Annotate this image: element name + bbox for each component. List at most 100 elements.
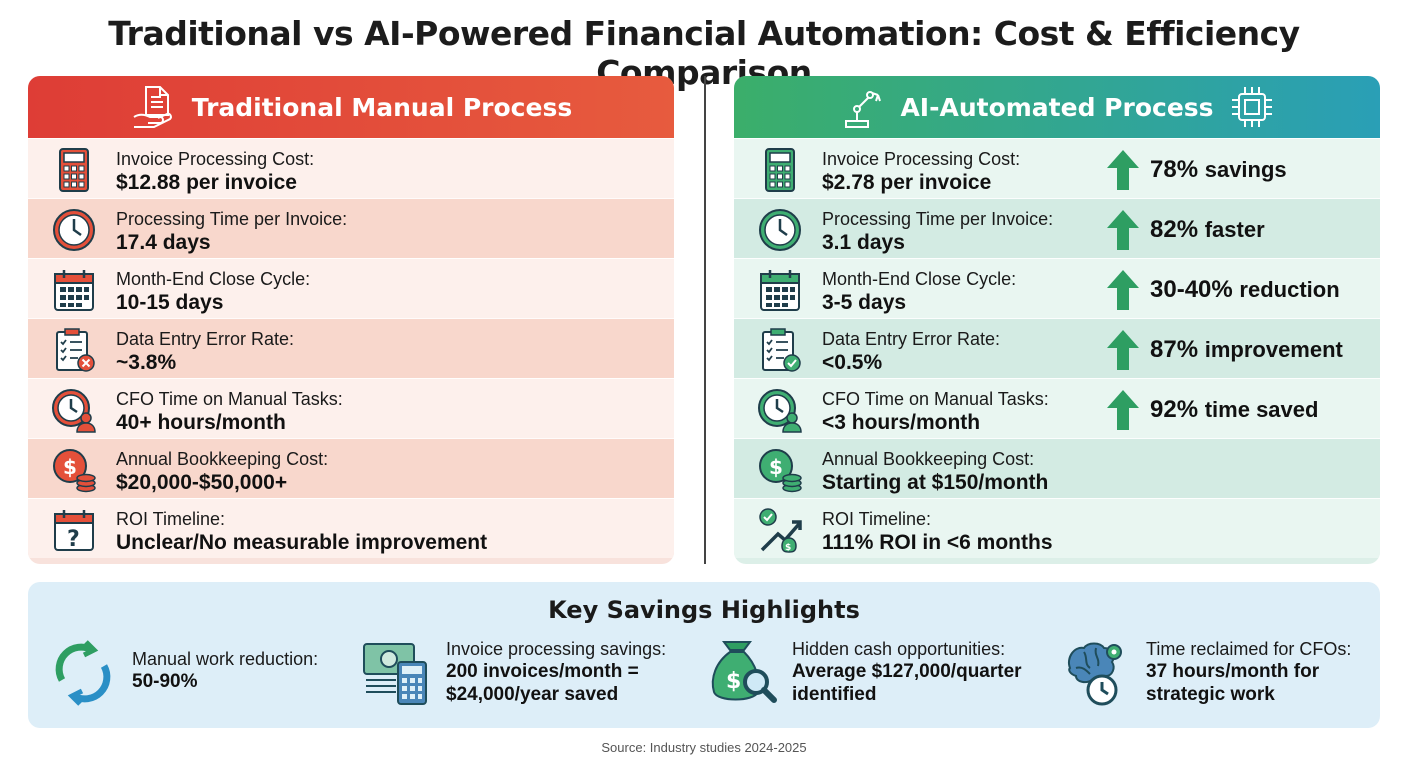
checklist-check-icon (762, 328, 801, 372)
key-savings-section: Key Savings Highlights Manual work reduc… (28, 582, 1380, 728)
ai-title: AI-Automated Process (900, 92, 1214, 122)
metric-row: Data Entry Error Rate: <0.5% 87% improveme… (734, 318, 1380, 378)
metric-value: Unclear/No measurable improvement (116, 531, 488, 554)
improvement-percent: 78% (1150, 156, 1199, 183)
money-bag-search-icon: $ (711, 641, 777, 703)
cash-calculator-icon (363, 643, 427, 705)
metric-text: Invoice Processing Cost: $12.88 per invoi… (116, 148, 314, 195)
highlight-label: Invoice processing savings: (446, 639, 667, 659)
metric-label: ROI Timeline: (116, 509, 226, 529)
metric-row: $ ROI Timeline: 111% ROI in <6 months (734, 498, 1380, 558)
calculator-icon (765, 148, 795, 192)
ai-panel: AI-Automated Process Invoice Processing … (734, 76, 1380, 564)
metric-text: CFO Time on Manual Tasks: <3 hours/month (822, 388, 1049, 435)
clock-person-icon (758, 389, 802, 433)
highlight-item: Invoice processing savings: 200 invoices… (362, 638, 666, 708)
improvement-badge: 78% savings (1106, 149, 1287, 191)
improvement-word: time saved (1204, 397, 1319, 422)
metric-text: Month-End Close Cycle: 3-5 days (822, 268, 1016, 315)
svg-text:?: ? (67, 527, 80, 552)
metric-text: Data Entry Error Rate: <0.5% (822, 328, 1000, 375)
dollar-coins-icon: $ (759, 449, 802, 493)
improvement-word: improvement (1204, 337, 1343, 362)
metric-value: 10-15 days (116, 291, 224, 314)
metric-label: Invoice Processing Cost: (822, 149, 1021, 169)
metric-text: Annual Bookkeeping Cost: Starting at $150… (822, 448, 1048, 495)
clock-icon (53, 209, 95, 251)
metric-value: <3 hours/month (822, 411, 981, 434)
highlights-title: Key Savings Highlights (548, 596, 860, 624)
ai-header: AI-Automated Process (734, 76, 1380, 138)
metric-label: CFO Time on Manual Tasks: (116, 389, 343, 409)
page-title: Traditional vs AI-Powered Financial Auto… (108, 14, 1300, 92)
metric-row: Processing Time per Invoice: 17.4 days (28, 198, 674, 258)
document-hand-icon (133, 86, 172, 128)
metric-value: $20,000-$50,000+ (116, 471, 288, 494)
brain-clock-icon (1068, 642, 1122, 706)
metric-text: Month-End Close Cycle: 10-15 days (116, 268, 310, 315)
up-arrow-icon (1107, 390, 1139, 430)
metric-row: CFO Time on Manual Tasks: 40+ hours/month (28, 378, 674, 438)
up-arrow-icon (1107, 270, 1139, 310)
up-arrow-icon (1107, 330, 1139, 370)
metric-row: Data Entry Error Rate: ~3.8% (28, 318, 674, 378)
metric-text: Processing Time per Invoice: 3.1 days (822, 208, 1053, 255)
highlight-value: 37 hours/month for strategic work (1146, 661, 1320, 705)
up-arrow-icon (1107, 210, 1139, 250)
traditional-header: Traditional Manual Process (28, 76, 674, 138)
calendar-question-icon: ? (54, 510, 94, 552)
metric-value: ~3.8% (116, 351, 177, 374)
clock-icon (759, 209, 801, 251)
metric-value: 40+ hours/month (116, 411, 286, 434)
improvement-text: 82% faster (1150, 216, 1265, 244)
highlight-item: Time reclaimed for CFOs: 37 hours/month … (1062, 638, 1351, 708)
calendar-icon (54, 270, 94, 311)
cycle-arrows-icon (55, 640, 111, 706)
metric-label: Annual Bookkeeping Cost: (822, 449, 1035, 469)
improvement-badge: 92% time saved (1106, 389, 1318, 431)
svg-text:$: $ (769, 455, 783, 479)
calendar-icon (760, 270, 800, 311)
metric-text: Invoice Processing Cost: $2.78 per invoic… (822, 148, 1020, 195)
metric-label: Annual Bookkeeping Cost: (116, 449, 329, 469)
metric-text: ROI Timeline: 111% ROI in <6 months (822, 508, 1053, 555)
highlight-value: 200 invoices/month = $24,000/year saved (446, 661, 639, 705)
highlight-item: Manual work reduction: 50-90% (48, 638, 318, 708)
calculator-icon (59, 148, 89, 192)
metric-row: Processing Time per Invoice: 3.1 days 82% … (734, 198, 1380, 258)
improvement-word: savings (1204, 157, 1287, 182)
improvement-badge: 87% improvement (1106, 329, 1343, 371)
metric-label: Data Entry Error Rate: (822, 329, 1001, 349)
metric-value: Starting at $150/month (822, 471, 1049, 494)
metric-value: $12.88 per invoice (116, 171, 297, 194)
metric-row: ? ROI Timeline: Unclear/No measurable impr… (28, 498, 674, 558)
metric-label: Month-End Close Cycle: (116, 269, 311, 289)
highlight-label: Hidden cash opportunities: (792, 639, 1006, 659)
metric-value: 17.4 days (116, 231, 211, 254)
improvement-text: 92% time saved (1150, 396, 1318, 424)
checklist-error-icon (56, 328, 95, 372)
highlight-label: Time reclaimed for CFOs: (1146, 639, 1352, 659)
growth-arrow-icon: $ (759, 508, 802, 553)
traditional-title: Traditional Manual Process (191, 92, 573, 122)
metric-text: Data Entry Error Rate: ~3.8% (116, 328, 294, 375)
highlight-value: Average $127,000/quarter identified (792, 661, 1022, 705)
improvement-badge: 30-40% reduction (1106, 269, 1340, 311)
metric-value: $2.78 per invoice (822, 171, 992, 194)
metric-text: Processing Time per Invoice: 17.4 days (116, 208, 347, 255)
improvement-text: 30-40% reduction (1150, 276, 1340, 304)
svg-text:$: $ (785, 543, 791, 553)
improvement-word: faster (1204, 217, 1265, 242)
improvement-percent: 87% (1150, 336, 1199, 363)
metric-label: Month-End Close Cycle: (822, 269, 1017, 289)
svg-text:$: $ (726, 669, 741, 694)
metric-row: Month-End Close Cycle: 10-15 days (28, 258, 674, 318)
highlight-item: $ Hidden cash opportunities: Average $12… (708, 638, 1042, 708)
clock-person-icon (52, 389, 96, 433)
improvement-badge: 82% faster (1106, 209, 1265, 251)
robot-arm-icon (845, 91, 882, 128)
metric-row: Month-End Close Cycle: 3-5 days 30-40% red… (734, 258, 1380, 318)
source-note: Source: Industry studies 2024-2025 (601, 740, 807, 755)
improvement-text: 78% savings (1150, 156, 1287, 184)
highlight-value: 50-90% (132, 671, 198, 692)
